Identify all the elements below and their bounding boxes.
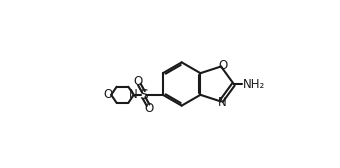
Text: N: N <box>218 96 227 109</box>
Text: O: O <box>218 59 227 72</box>
Text: S: S <box>139 88 148 102</box>
Text: N: N <box>130 88 138 101</box>
Text: O: O <box>103 88 113 101</box>
Text: O: O <box>144 102 154 115</box>
Text: NH₂: NH₂ <box>243 77 265 91</box>
Text: O: O <box>134 74 143 88</box>
